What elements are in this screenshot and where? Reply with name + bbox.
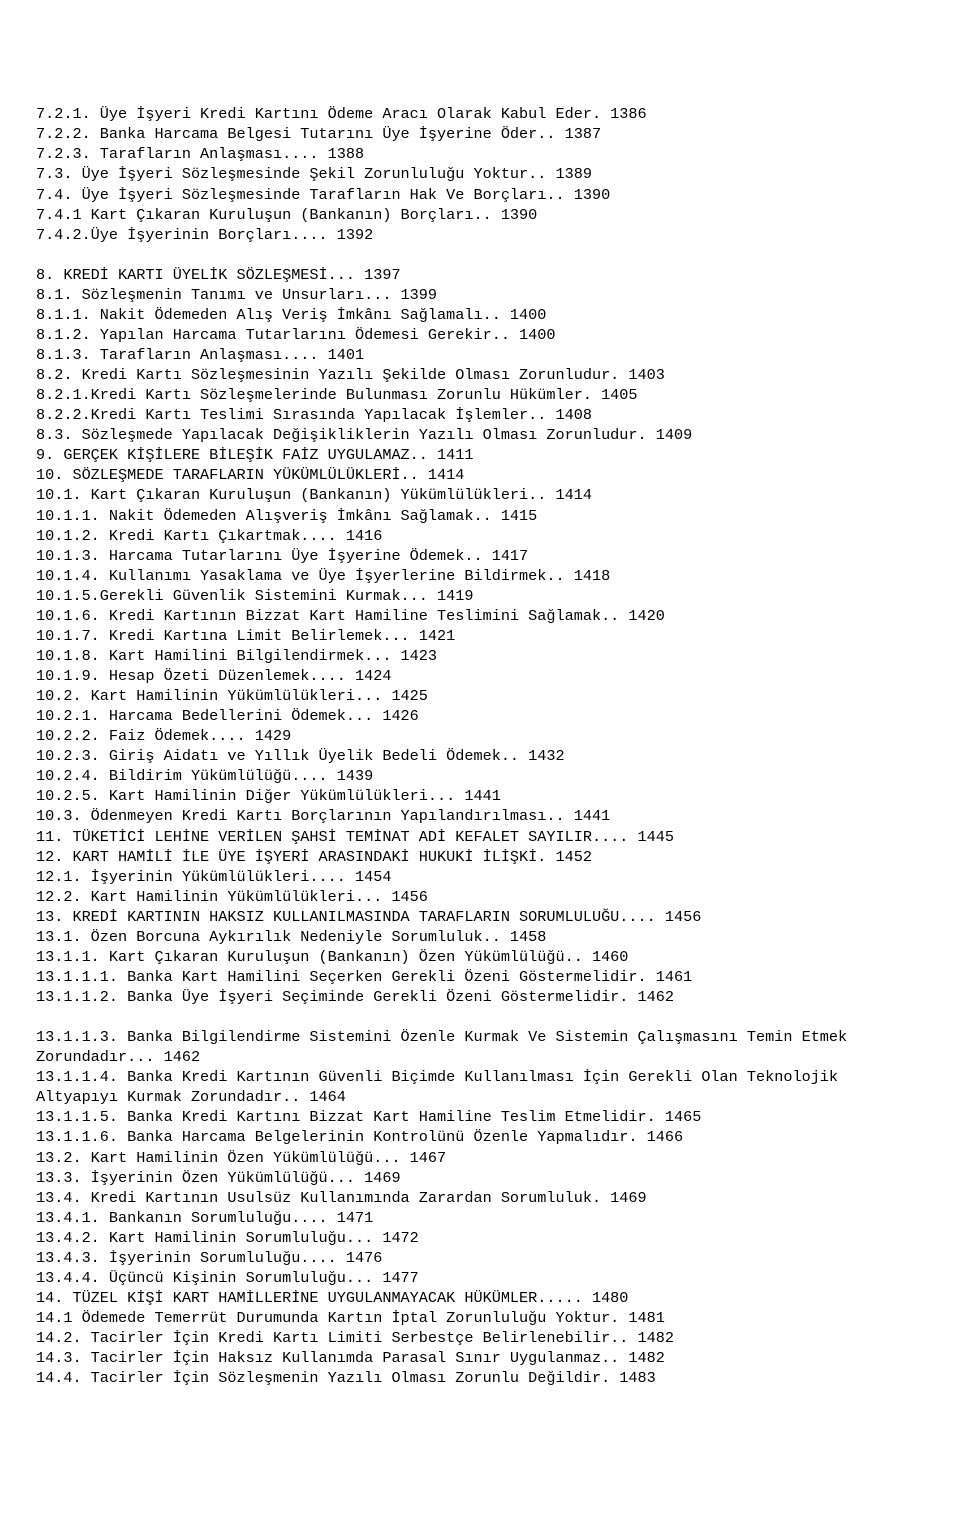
toc-line: 13.4.1. Bankanın Sorumluluğu.... 1471 [36, 1208, 924, 1228]
toc-line: 13.1.1.4. Banka Kredi Kartının Güvenli B… [36, 1067, 924, 1107]
toc-line: 10.1.1. Nakit Ödemeden Alışveriş İmkânı … [36, 506, 924, 526]
toc-line: 10.1.7. Kredi Kartına Limit Belirlemek..… [36, 626, 924, 646]
toc-line: 10.1.4. Kullanımı Yasaklama ve Üye İşyer… [36, 566, 924, 586]
toc-line: 8.1.2. Yapılan Harcama Tutarlarını Ödeme… [36, 325, 924, 345]
toc-line: 7.4. Üye İşyeri Sözleşmesinde Tarafların… [36, 185, 924, 205]
toc-line: 13.4. Kredi Kartının Usulsüz Kullanımınd… [36, 1188, 924, 1208]
toc-line: 10. SÖZLEŞMEDE TARAFLARIN YÜKÜMLÜLÜKLERİ… [36, 465, 924, 485]
toc-line: 8.2. Kredi Kartı Sözleşmesinin Yazılı Şe… [36, 365, 924, 385]
toc-line: 7.2.3. Tarafların Anlaşması.... 1388 [36, 144, 924, 164]
toc-line: 10.1.3. Harcama Tutarlarını Üye İşyerine… [36, 546, 924, 566]
toc-line: 13.4.4. Üçüncü Kişinin Sorumluluğu... 14… [36, 1268, 924, 1288]
toc-line: 10.1.6. Kredi Kartının Bizzat Kart Hamil… [36, 606, 924, 626]
toc-line: 10.2.5. Kart Hamilinin Diğer Yükümlülükl… [36, 786, 924, 806]
toc-line: 14.1 Ödemede Temerrüt Durumunda Kartın İ… [36, 1308, 924, 1328]
toc-line: 13.2. Kart Hamilinin Özen Yükümlülüğü...… [36, 1148, 924, 1168]
toc-line: 8.2.1.Kredi Kartı Sözleşmelerinde Bulunm… [36, 385, 924, 405]
toc-line: 8.1. Sözleşmenin Tanımı ve Unsurları... … [36, 285, 924, 305]
toc-line: 7.2.1. Üye İşyeri Kredi Kartını Ödeme Ar… [36, 104, 924, 124]
toc-line: 10.2.4. Bildirim Yükümlülüğü.... 1439 [36, 766, 924, 786]
toc-line: 7.2.2. Banka Harcama Belgesi Tutarını Üy… [36, 124, 924, 144]
toc-line: 12.2. Kart Hamilinin Yükümlülükleri... 1… [36, 887, 924, 907]
toc-line: 13.1.1.6. Banka Harcama Belgelerinin Kon… [36, 1127, 924, 1147]
toc-line: 7.4.1 Kart Çıkaran Kuruluşun (Bankanın) … [36, 205, 924, 225]
toc-line: 8.1.3. Tarafların Anlaşması.... 1401 [36, 345, 924, 365]
toc-line: 12.1. İşyerinin Yükümlülükleri.... 1454 [36, 867, 924, 887]
toc-line: 10.2. Kart Hamilinin Yükümlülükleri... 1… [36, 686, 924, 706]
toc-line: 10.1.8. Kart Hamilini Bilgilendirmek... … [36, 646, 924, 666]
toc-line: 12. KART HAMİLİ İLE ÜYE İŞYERİ ARASINDAK… [36, 847, 924, 867]
toc-line: 13.4.3. İşyerinin Sorumluluğu.... 1476 [36, 1248, 924, 1268]
toc-line: 13.1.1. Kart Çıkaran Kuruluşun (Bankanın… [36, 947, 924, 967]
toc-line: 10.3. Ödenmeyen Kredi Kartı Borçlarının … [36, 806, 924, 826]
toc-line: 8.2.2.Kredi Kartı Teslimi Sırasında Yapı… [36, 405, 924, 425]
toc-line: 13.1. Özen Borcuna Aykırılık Nedeniyle S… [36, 927, 924, 947]
toc-line: 8. KREDİ KARTI ÜYELİK SÖZLEŞMESİ... 1397 [36, 265, 924, 285]
toc-line: 13.4.2. Kart Hamilinin Sorumluluğu... 14… [36, 1228, 924, 1248]
toc-line: 8.1.1. Nakit Ödemeden Alış Veriş İmkânı … [36, 305, 924, 325]
toc-line: 13.1.1.2. Banka Üye İşyeri Seçiminde Ger… [36, 987, 924, 1007]
toc-line: 10.1.9. Hesap Özeti Düzenlemek.... 1424 [36, 666, 924, 686]
toc-line: 11. TÜKETİCİ LEHİNE VERİLEN ŞAHSİ TEMİNA… [36, 827, 924, 847]
toc-line: 10.1.5.Gerekli Güvenlik Sistemini Kurmak… [36, 586, 924, 606]
toc-line: 7.3. Üye İşyeri Sözleşmesinde Şekil Zoru… [36, 164, 924, 184]
toc-line: 13.1.1.5. Banka Kredi Kartını Bizzat Kar… [36, 1107, 924, 1127]
toc-line: 14. TÜZEL KİŞİ KART HAMİLLERİNE UYGULANM… [36, 1288, 924, 1308]
toc-line: 13.1.1.3. Banka Bilgilendirme Sistemini … [36, 1027, 924, 1067]
toc-line: 14.2. Tacirler İçin Kredi Kartı Limiti S… [36, 1328, 924, 1348]
blank-line [36, 1007, 924, 1027]
toc-line: 7.4.2.Üye İşyerinin Borçları.... 1392 [36, 225, 924, 245]
blank-line [36, 245, 924, 265]
toc-line: 10.1.2. Kredi Kartı Çıkartmak.... 1416 [36, 526, 924, 546]
toc-line: 10.2.2. Faiz Ödemek.... 1429 [36, 726, 924, 746]
toc-line: 13.1.1.1. Banka Kart Hamilini Seçerken G… [36, 967, 924, 987]
toc-content: 7.2.1. Üye İşyeri Kredi Kartını Ödeme Ar… [36, 104, 924, 1388]
toc-line: 13.3. İşyerinin Özen Yükümlülüğü... 1469 [36, 1168, 924, 1188]
toc-line: 9. GERÇEK KİŞİLERE BİLEŞİK FAİZ UYGULAMA… [36, 445, 924, 465]
toc-line: 8.3. Sözleşmede Yapılacak Değişiklikleri… [36, 425, 924, 445]
toc-line: 14.4. Tacirler İçin Sözleşmenin Yazılı O… [36, 1368, 924, 1388]
toc-line: 10.1. Kart Çıkaran Kuruluşun (Bankanın) … [36, 485, 924, 505]
toc-line: 14.3. Tacirler İçin Haksız Kullanımda Pa… [36, 1348, 924, 1368]
toc-line: 10.2.1. Harcama Bedellerini Ödemek... 14… [36, 706, 924, 726]
toc-line: 10.2.3. Giriş Aidatı ve Yıllık Üyelik Be… [36, 746, 924, 766]
toc-line: 13. KREDİ KARTININ HAKSIZ KULLANILMASIND… [36, 907, 924, 927]
